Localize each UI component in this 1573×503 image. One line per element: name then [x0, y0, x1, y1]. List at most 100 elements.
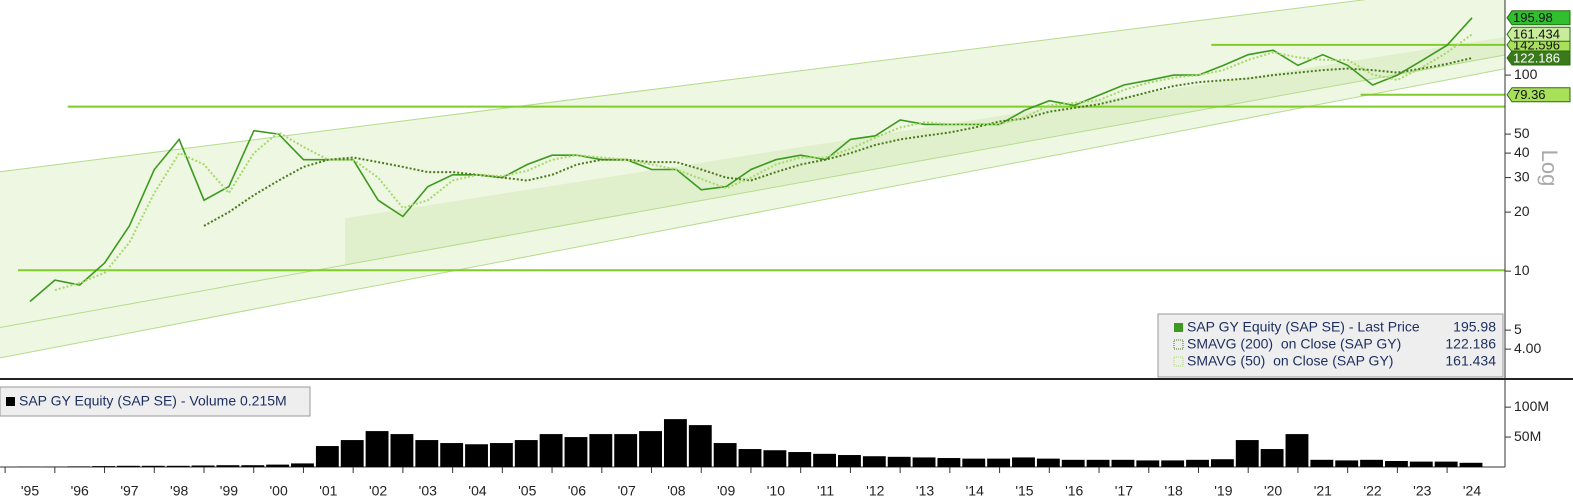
volume-bar: [1161, 460, 1185, 467]
sma-line: [54, 33, 1473, 292]
volume-bar: [738, 449, 762, 467]
y-tick-label: 10: [1514, 262, 1530, 278]
x-tick-label: '23: [1413, 483, 1431, 499]
volume-bar: [539, 434, 563, 467]
volume-bar: [788, 452, 812, 467]
legend-value: 195.98: [1453, 319, 1496, 335]
volume-bar: [614, 434, 638, 467]
volume-bar: [1285, 434, 1309, 467]
legend-name: SMAVG (50) on Close (SAP GY): [1187, 353, 1393, 369]
volume-legend-swatch: [6, 397, 15, 406]
volume-legend-box: [0, 386, 311, 417]
x-tick-label: '03: [419, 483, 437, 499]
volume-bar: [166, 465, 190, 467]
y-tick-label: 4.00: [1514, 340, 1541, 356]
volume-bar: [1235, 440, 1259, 467]
volume-bar: [340, 440, 364, 467]
volume-bar: [390, 434, 414, 467]
volume-bar: [1409, 461, 1433, 467]
volume-bar: [713, 443, 737, 467]
x-tick-label: '14: [966, 483, 984, 499]
volume-bar: [291, 463, 314, 467]
volume-bar: [315, 446, 339, 467]
volume-bar: [962, 458, 986, 467]
x-tick-label: '19: [1214, 483, 1232, 499]
volume-bar: [514, 440, 538, 467]
volume-bar: [589, 434, 613, 467]
volume-bar: [862, 456, 886, 467]
y-tick-label: 100M: [1514, 398, 1549, 414]
volume-bar: [838, 455, 861, 467]
y-tick-label: 40: [1514, 144, 1530, 160]
volume-bar: [1061, 459, 1085, 467]
x-tick-label: '10: [767, 483, 785, 499]
volume-legend: SAP GY Equity (SAP SE) - Volume 0.215M: [19, 393, 287, 409]
legend-name: SAP GY Equity (SAP SE) - Last Price: [1187, 319, 1420, 335]
volume-bar: [141, 465, 165, 467]
x-tick-label: '06: [568, 483, 586, 499]
price-tag: [1506, 26, 1571, 42]
legend-box: [1157, 313, 1504, 378]
sma-line: [203, 57, 1473, 227]
volume-bar: [1186, 459, 1209, 467]
volume-bar: [813, 453, 837, 467]
y-axis-label: Log: [1537, 150, 1562, 187]
legend-swatch: [1173, 356, 1184, 367]
x-tick-label: '95: [21, 483, 39, 499]
x-tick-label: '08: [667, 483, 685, 499]
volume-bar: [663, 419, 687, 467]
price-tag-label: 161.434: [1513, 27, 1560, 42]
volume-bar: [1260, 449, 1284, 467]
volume-bar: [763, 450, 787, 467]
main-layer: [18, 17, 1505, 303]
x-tick-label: '17: [1115, 483, 1133, 499]
price-tag-label: 122.186: [1513, 50, 1560, 65]
volume-bar: [117, 465, 140, 467]
y-tick-label: 50: [1514, 125, 1530, 141]
x-tick-label: '18: [1165, 483, 1183, 499]
legend-swatch: [1173, 339, 1184, 350]
volume-bar: [688, 425, 712, 467]
legend-swatch: [1174, 323, 1183, 332]
channel-line: [0, 54, 1506, 328]
x-tick-label: '09: [717, 483, 735, 499]
x-tick-label: '11: [817, 483, 834, 499]
volume-bar: [1111, 459, 1135, 467]
x-tick-label: '15: [1015, 483, 1033, 499]
x-tick-label: '22: [1363, 483, 1381, 499]
y-tick-label: 20: [1514, 203, 1530, 219]
volume-bar: [887, 456, 911, 467]
volume-bar: [1012, 457, 1035, 467]
price-tag: [1506, 10, 1571, 26]
volume-bar: [1459, 462, 1483, 467]
volume-bar: [216, 465, 240, 467]
y-tick-label: 100: [1514, 66, 1538, 82]
volume-bar: [1310, 459, 1334, 467]
volume-bar: [365, 431, 389, 467]
volume-bar: [1335, 460, 1359, 467]
y-tick-label: 50M: [1514, 428, 1541, 444]
volume-bar: [241, 465, 265, 467]
volume-bar: [191, 465, 215, 467]
x-tick-label: '13: [916, 483, 934, 499]
x-tick-label: '07: [618, 483, 636, 499]
y-tick-label: 30: [1514, 168, 1530, 184]
volume-bar: [415, 440, 439, 467]
volume-bar: [440, 443, 464, 467]
volume-bar: [1036, 458, 1060, 467]
x-tick-label: '01: [319, 483, 337, 499]
volume-bar: [987, 458, 1011, 467]
legend-value: 122.186: [1445, 336, 1496, 352]
level-tag-label: 79.36: [1513, 87, 1546, 102]
x-tick-label: '97: [120, 483, 138, 499]
x-tick-label: '96: [71, 483, 89, 499]
x-tick-label: '24: [1463, 483, 1481, 499]
x-tick-label: '12: [866, 483, 884, 499]
volume-bar: [564, 437, 588, 467]
volume-bar: [465, 444, 488, 467]
x-tick-label: '00: [269, 483, 287, 499]
x-tick-label: '16: [1065, 483, 1083, 499]
x-tick-label: '05: [518, 483, 536, 499]
x-tick-label: '98: [170, 483, 188, 499]
